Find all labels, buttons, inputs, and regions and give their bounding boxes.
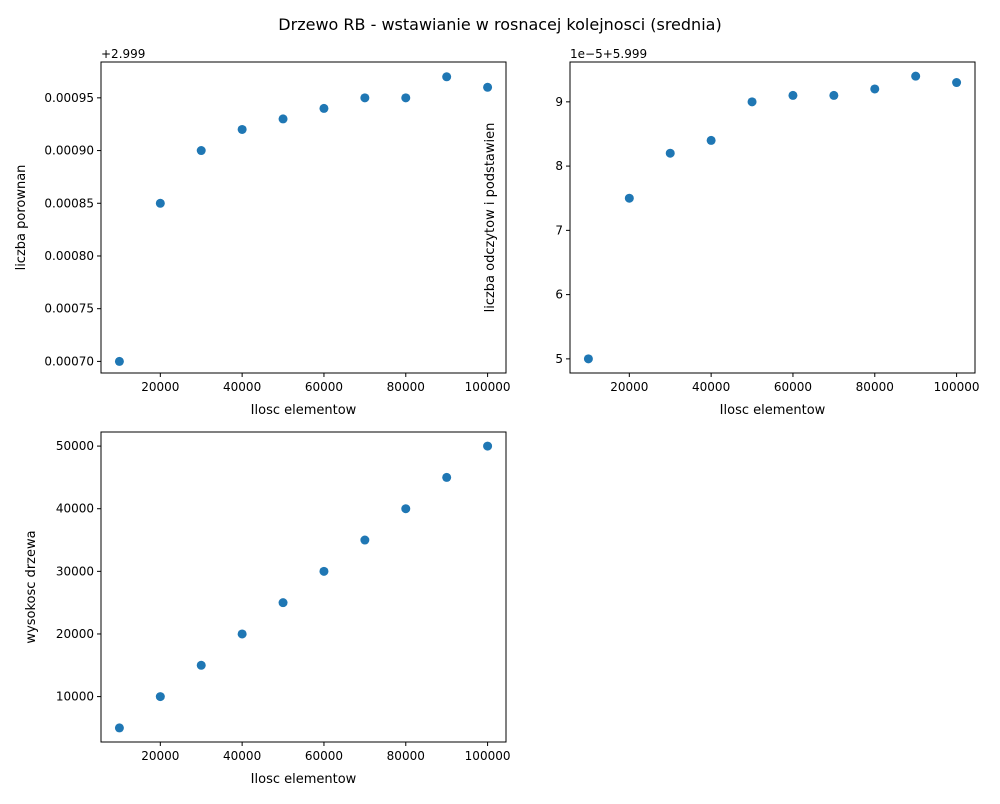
y-tick-label: 8 — [555, 159, 563, 173]
y-tick-label: 0.00070 — [44, 354, 94, 368]
data-point — [114, 356, 124, 366]
data-point — [237, 124, 247, 134]
x-axis-label: Ilosc elementow — [251, 403, 357, 418]
figure-suptitle: Drzewo RB - wstawianie w rosnacej kolejn… — [278, 15, 721, 34]
x-tick-label: 20000 — [141, 380, 179, 394]
x-tick-label: 100000 — [465, 749, 511, 763]
axes-frame — [100, 431, 507, 743]
x-tick-label: 80000 — [856, 380, 894, 394]
axes-frame — [100, 61, 507, 374]
x-tick-label: 80000 — [387, 749, 425, 763]
y-axis-label: liczba odczytow i podstawien — [483, 123, 498, 313]
y-tick-label: 0.00080 — [44, 249, 94, 263]
data-point — [747, 97, 757, 107]
y-tick-label: 50000 — [56, 439, 94, 453]
y-axis-label: wysokosc drzewa — [24, 530, 39, 643]
data-point — [952, 78, 962, 88]
y-tick-label: 6 — [555, 288, 563, 302]
x-axis-label: Ilosc elementow — [720, 403, 826, 418]
x-tick-label: 100000 — [465, 380, 511, 394]
x-tick-label: 20000 — [141, 749, 179, 763]
y-tick-label: 9 — [555, 95, 563, 109]
x-tick-label: 40000 — [223, 380, 261, 394]
data-point — [401, 504, 411, 514]
x-tick-label: 60000 — [305, 749, 343, 763]
y-offset-label: 1e−5+5.999 — [570, 47, 647, 61]
data-point — [278, 598, 288, 608]
data-point — [319, 566, 329, 576]
x-tick-label: 80000 — [387, 380, 425, 394]
y-tick-label: 0.00085 — [44, 196, 94, 210]
y-tick-label: 20000 — [56, 627, 94, 641]
y-tick-label: 30000 — [56, 564, 94, 578]
data-point — [155, 198, 165, 208]
data-point — [237, 629, 247, 639]
data-point — [360, 93, 370, 103]
data-point — [442, 72, 452, 82]
y-tick-label: 0.00090 — [44, 144, 94, 158]
data-point — [319, 103, 329, 113]
data-point — [483, 82, 493, 92]
data-point — [870, 84, 880, 94]
data-point — [278, 114, 288, 124]
x-tick-label: 20000 — [610, 380, 648, 394]
x-tick-label: 60000 — [305, 380, 343, 394]
data-point — [401, 93, 411, 103]
y-tick-label: 10000 — [56, 690, 94, 704]
x-tick-label: 60000 — [774, 380, 812, 394]
y-tick-label: 5 — [555, 352, 563, 366]
x-axis-label: Ilosc elementow — [251, 772, 357, 787]
x-tick-label: 100000 — [934, 380, 980, 394]
data-point — [114, 723, 124, 733]
data-point — [483, 441, 493, 451]
y-axis-label: liczba porownan — [14, 165, 29, 271]
data-point — [196, 146, 206, 156]
y-tick-label: 0.00095 — [44, 91, 94, 105]
data-point — [155, 692, 165, 702]
subplot-2: 20000 40000 60000 80000 100000 5 6 7 8 9 Ilosc ele… — [483, 47, 979, 418]
data-point — [442, 472, 452, 482]
y-tick-label: 7 — [555, 223, 563, 237]
x-tick-label: 40000 — [223, 749, 261, 763]
y-tick-label: 40000 — [56, 502, 94, 516]
data-point — [706, 135, 716, 145]
data-point — [583, 354, 593, 364]
data-point — [196, 660, 206, 670]
axes-frame — [569, 61, 976, 374]
x-tick-label: 40000 — [692, 380, 730, 394]
subplot-1: 20000 40000 60000 80000 100000 0.00070 0.00075… — [14, 47, 510, 418]
data-point — [624, 193, 634, 203]
subplot-3: 20000 40000 60000 80000 100000 10000 20000 3000… — [24, 431, 511, 787]
data-point — [829, 90, 839, 100]
y-offset-label: +2.999 — [101, 47, 145, 61]
data-point — [788, 90, 798, 100]
data-point — [665, 148, 675, 158]
y-tick-label: 0.00075 — [44, 302, 94, 316]
data-point — [360, 535, 370, 545]
data-point — [911, 71, 921, 81]
